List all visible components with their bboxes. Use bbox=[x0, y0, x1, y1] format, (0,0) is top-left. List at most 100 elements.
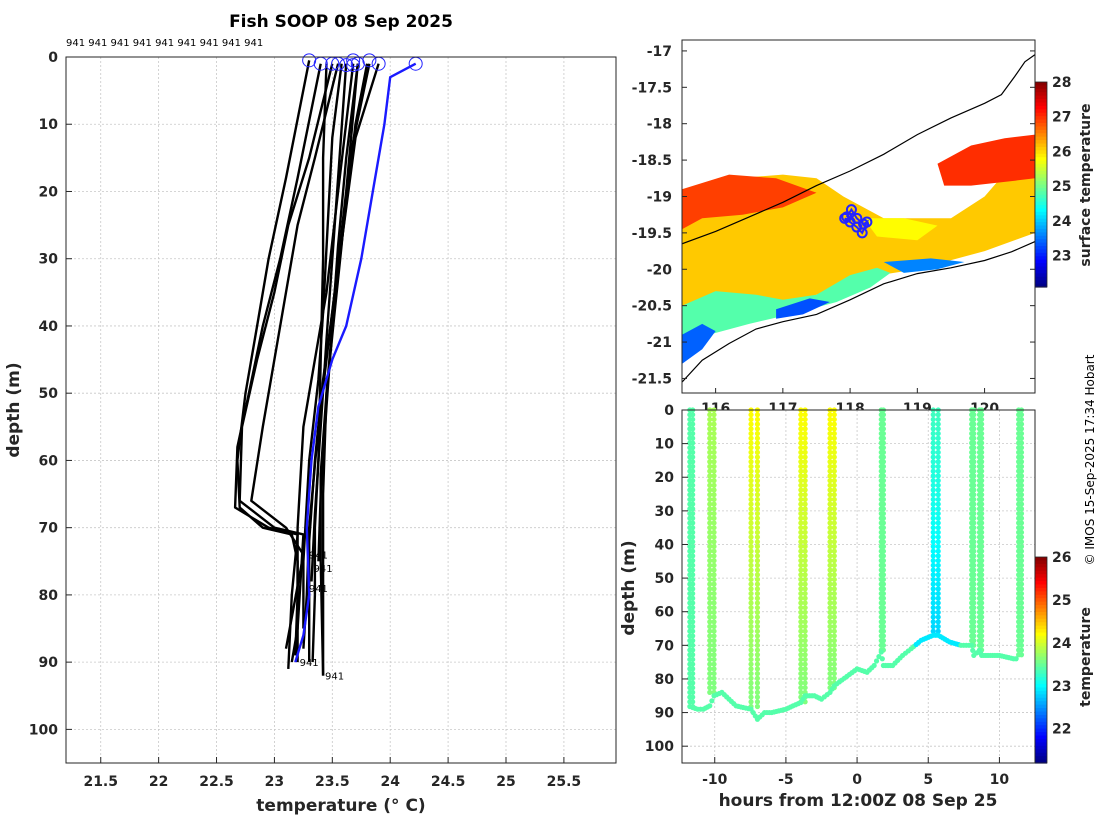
cast-point bbox=[798, 685, 804, 691]
sst-map: 116117118119120 -17-17.5-18-18.5-19-19.5… bbox=[632, 39, 1094, 417]
temperature-colorbar-label: temperature bbox=[1078, 607, 1094, 707]
cast-point bbox=[707, 633, 713, 639]
temperature-colorbar-segment bbox=[1035, 752, 1047, 757]
cast-point bbox=[971, 412, 977, 418]
cast-point bbox=[711, 586, 717, 592]
cast-point bbox=[748, 487, 754, 493]
cast-point bbox=[880, 421, 887, 427]
sst-colorbar-segment bbox=[1035, 222, 1047, 227]
cast-point bbox=[880, 548, 887, 554]
cast-point bbox=[979, 459, 985, 465]
cast-point bbox=[798, 642, 804, 648]
cast-point bbox=[802, 567, 808, 573]
y-tick-label: 30 bbox=[39, 252, 59, 268]
cast-point bbox=[798, 416, 804, 423]
cast-point bbox=[707, 590, 713, 597]
cast-point bbox=[748, 496, 754, 503]
cast-point bbox=[930, 619, 936, 625]
cast-point bbox=[971, 468, 977, 474]
cast-point bbox=[880, 463, 887, 470]
cast-point bbox=[802, 539, 808, 545]
cast-point bbox=[690, 576, 696, 583]
cast-point bbox=[748, 510, 754, 517]
cast-point bbox=[930, 614, 936, 620]
cast-point bbox=[748, 666, 754, 672]
cast-point bbox=[880, 586, 887, 592]
cast-point bbox=[930, 595, 936, 601]
cast-point bbox=[707, 525, 713, 531]
cast-point bbox=[798, 478, 804, 484]
cast-point bbox=[690, 515, 696, 521]
cast-point bbox=[880, 595, 887, 601]
sst-colorbar-segment bbox=[1035, 249, 1047, 254]
cast-point bbox=[798, 661, 804, 667]
cast-point bbox=[707, 562, 713, 568]
cast-point bbox=[880, 440, 887, 446]
y-tick-label: 80 bbox=[39, 588, 59, 604]
cast-point bbox=[935, 529, 941, 535]
cast-point bbox=[827, 412, 833, 418]
cast-point bbox=[979, 473, 985, 479]
cast-point bbox=[971, 567, 977, 573]
cast-point bbox=[979, 623, 985, 630]
cast-point bbox=[690, 699, 696, 705]
temperature-colorbar-segment bbox=[1035, 601, 1047, 606]
cast-point bbox=[831, 454, 837, 460]
cast-point bbox=[831, 670, 837, 677]
cast-point bbox=[1018, 478, 1025, 484]
map-y-tick-label: -17.5 bbox=[632, 80, 672, 96]
cast-point bbox=[798, 430, 804, 437]
cast-point bbox=[930, 525, 936, 531]
cast-point bbox=[979, 638, 985, 644]
cast-point bbox=[971, 478, 977, 484]
cast-point bbox=[827, 666, 833, 672]
cast-point bbox=[1018, 633, 1025, 639]
cast-point bbox=[754, 600, 761, 606]
sst-colorbar-segment bbox=[1035, 102, 1047, 107]
cast-point bbox=[690, 463, 696, 470]
cast-point bbox=[802, 426, 808, 432]
cast-point bbox=[827, 572, 833, 578]
cast-point bbox=[748, 520, 754, 526]
sst-colorbar-segment bbox=[1035, 146, 1047, 151]
cast-point bbox=[1018, 449, 1025, 455]
cast-point bbox=[754, 567, 761, 573]
cast-point bbox=[930, 454, 936, 460]
cast-point bbox=[707, 623, 713, 630]
temperature-colorbar-segment bbox=[1035, 642, 1047, 647]
cast-point bbox=[798, 421, 804, 427]
cast-point bbox=[798, 647, 804, 653]
cast-point bbox=[754, 586, 761, 592]
cast-point bbox=[880, 412, 887, 418]
cast-point bbox=[880, 459, 887, 465]
cast-point bbox=[935, 562, 941, 568]
cast-point bbox=[827, 478, 833, 484]
cast-point bbox=[979, 633, 985, 639]
cast-point bbox=[831, 492, 837, 498]
cast-point bbox=[748, 605, 754, 611]
cast-point bbox=[880, 572, 887, 578]
cast-point bbox=[831, 501, 837, 507]
cast-point bbox=[979, 449, 985, 455]
cast-point bbox=[754, 543, 761, 550]
sst-colorbar-segment bbox=[1035, 133, 1047, 138]
cast-point bbox=[831, 576, 837, 583]
cast-point bbox=[971, 487, 977, 493]
cast-point bbox=[754, 633, 761, 639]
x-axis-label: temperature (° C) bbox=[256, 796, 425, 816]
cast-point bbox=[711, 416, 717, 423]
profile-x-ticks: 21.5 22 22.5 23 23.5 24 24.5 25 25.5 bbox=[83, 757, 581, 790]
temperature-colorbar-segment bbox=[1035, 653, 1047, 658]
cast-point bbox=[798, 473, 804, 479]
cast-point bbox=[827, 421, 833, 427]
cast-point bbox=[802, 647, 808, 653]
cast-point bbox=[1018, 525, 1025, 531]
cast-point bbox=[707, 600, 713, 606]
cast-point bbox=[971, 430, 977, 437]
cast-point bbox=[690, 647, 696, 653]
cast-point bbox=[754, 595, 761, 601]
cast-point bbox=[754, 440, 761, 446]
section-y-tick-label: 40 bbox=[655, 537, 675, 553]
cast-point bbox=[831, 539, 837, 545]
cast-point bbox=[935, 421, 941, 427]
